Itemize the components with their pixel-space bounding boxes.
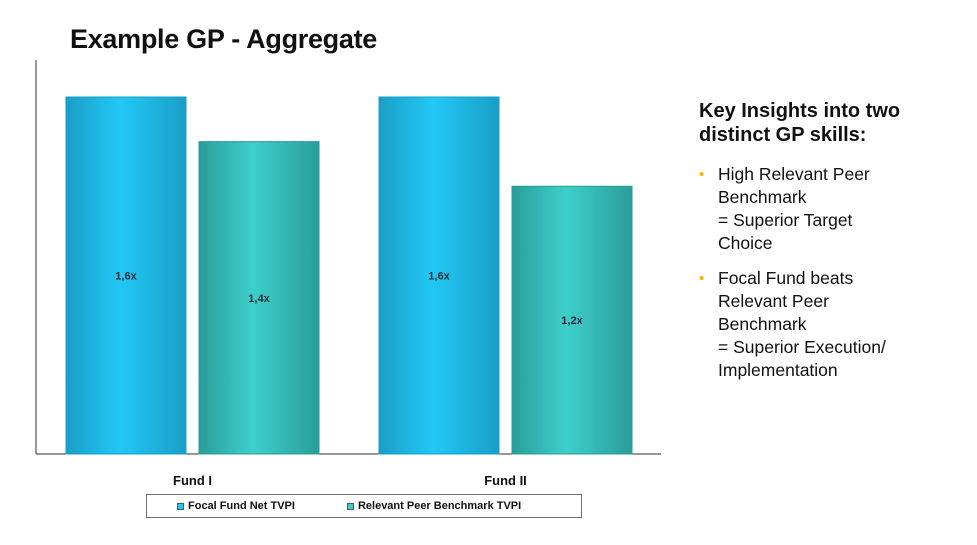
legend-item-peer: Relevant Peer Benchmark TVPI xyxy=(346,500,522,512)
x-tick-label: Fund I xyxy=(173,473,212,488)
insight-line: Benchmark xyxy=(718,187,807,207)
bar-focal-2 xyxy=(378,96,500,455)
x-tick-label: Fund II xyxy=(484,473,527,488)
insight-line: Benchmark xyxy=(718,314,807,334)
insight-bullet-execution: • Focal Fund beats Relevant Peer Benchma… xyxy=(699,267,959,382)
insight-line: High Relevant Peer xyxy=(718,164,870,184)
page-title: Example GP - Aggregate xyxy=(70,24,377,54)
legend-label-focal: Focal Fund Net TVPI xyxy=(188,500,295,512)
insight-line: = Superior Target xyxy=(718,210,853,230)
insight-bullet-target-choice: • High Relevant Peer Benchmark = Superio… xyxy=(699,163,959,255)
legend-swatch-peer xyxy=(346,502,354,510)
chart-legend: Focal Fund Net TVPI Relevant Peer Benchm… xyxy=(146,494,582,518)
bar-peer-2 xyxy=(511,185,633,455)
data-label: 1,2x xyxy=(561,315,583,327)
insights-heading-line: distinct GP skills: xyxy=(699,124,867,146)
insight-line: Choice xyxy=(718,233,773,253)
bar-peer-1 xyxy=(198,141,320,455)
insights-heading-line: Key Insights into two xyxy=(699,100,901,122)
insights-heading: Key Insights into two distinct GP skills… xyxy=(699,99,959,147)
bar-focal-1 xyxy=(65,96,187,455)
bullet-dot-icon: • xyxy=(699,166,705,183)
insight-line: Relevant Peer xyxy=(718,291,829,311)
insight-line: Focal Fund beats xyxy=(718,268,854,288)
data-label: 1,6x xyxy=(115,271,137,283)
legend-swatch-focal xyxy=(177,502,184,510)
data-label: 1,6x xyxy=(428,271,450,283)
legend-item-focal: Focal Fund Net TVPI xyxy=(177,500,295,512)
key-insights-panel: Key Insights into two distinct GP skills… xyxy=(699,99,959,394)
bullet-dot-icon: • xyxy=(699,270,705,287)
legend-label-peer: Relevant Peer Benchmark TVPI xyxy=(357,500,522,512)
data-label: 1,4x xyxy=(248,293,270,305)
insight-line: = Superior Execution/ xyxy=(718,337,886,357)
insight-line: Implementation xyxy=(718,360,838,380)
